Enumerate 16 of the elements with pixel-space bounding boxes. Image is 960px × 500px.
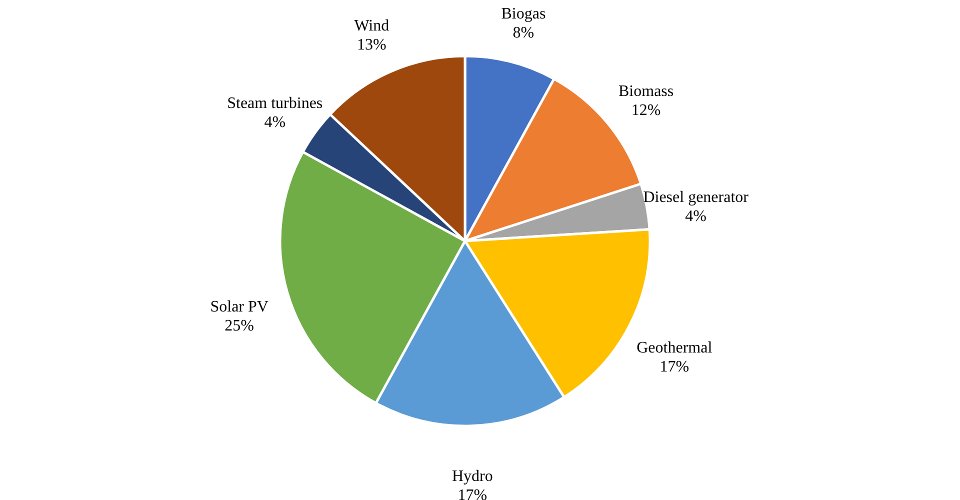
data-label: 12% <box>631 102 661 120</box>
data-label: 25% <box>224 318 254 335</box>
data-label: 17% <box>660 358 690 376</box>
data-label: 13% <box>357 36 386 54</box>
slice-label: Geothermal <box>636 340 713 357</box>
slice-label: Biomass <box>618 83 674 100</box>
slice-label: Biogas <box>501 5 546 22</box>
data-label: 8% <box>512 24 534 42</box>
slice-label: Hydro <box>452 468 493 485</box>
slice-label: Solar PV <box>210 298 269 316</box>
data-label: 4% <box>685 208 706 225</box>
slice-label: Diesel generator <box>643 188 750 206</box>
data-label: 17% <box>458 486 488 500</box>
slice-label: Steam turbines <box>227 94 323 112</box>
data-label: 4% <box>264 114 286 131</box>
slice-label: Wind <box>354 17 390 34</box>
